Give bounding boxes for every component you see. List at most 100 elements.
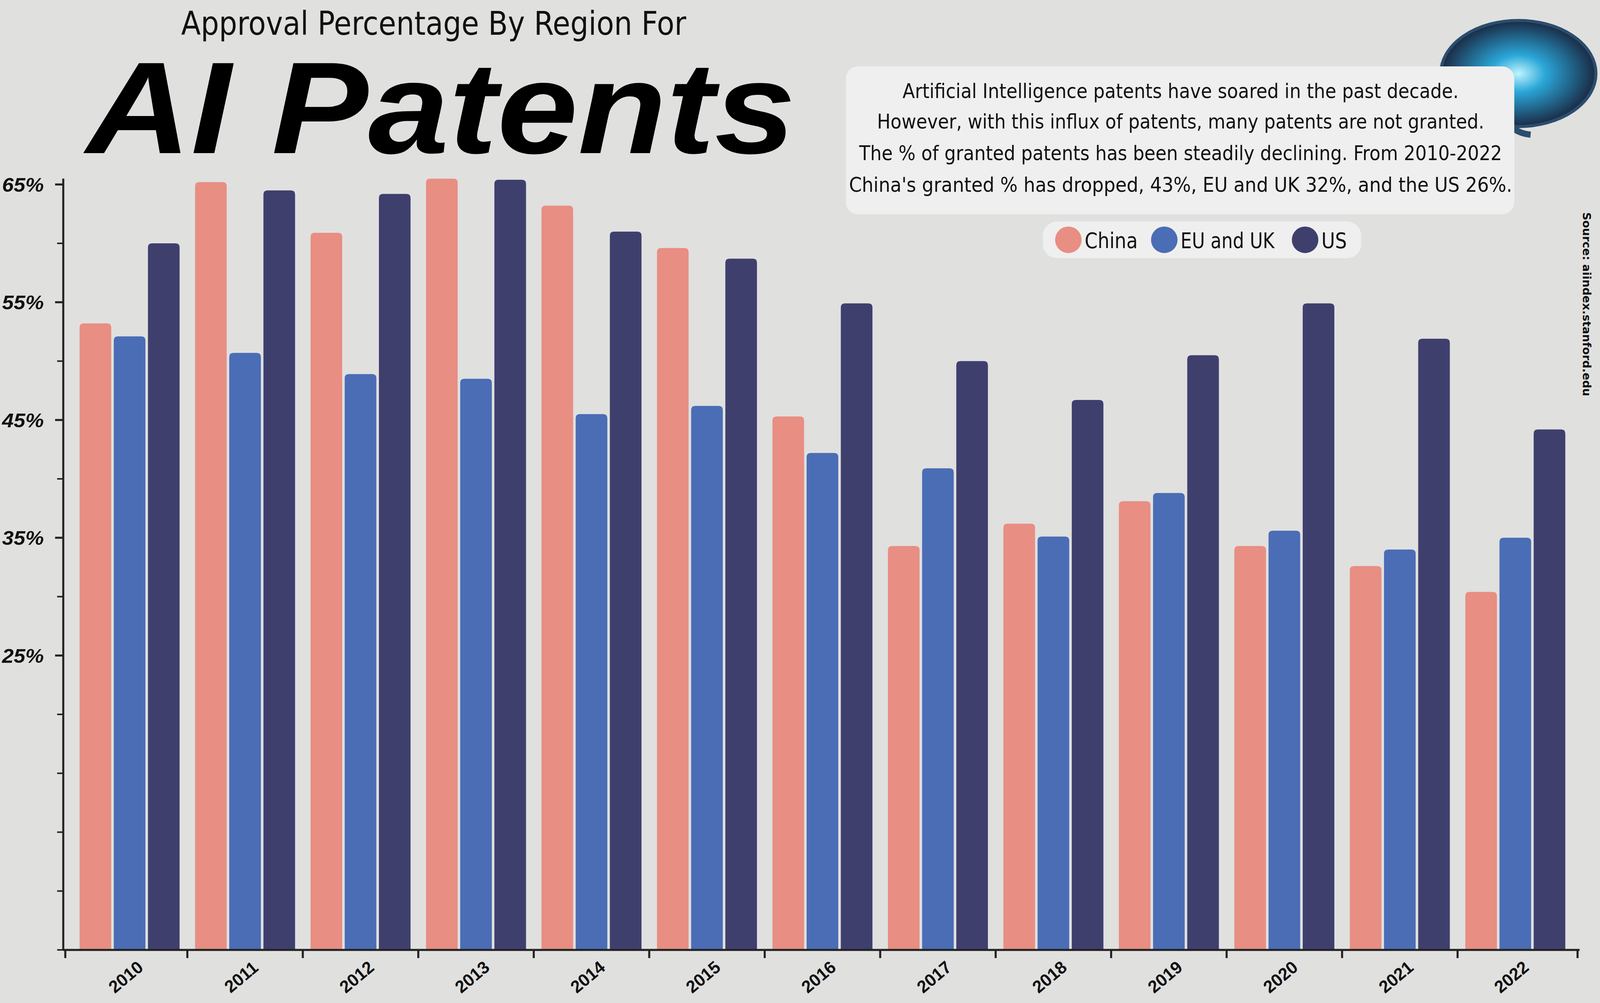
bar	[148, 243, 180, 950]
bar	[1268, 530, 1300, 950]
x-tick-label: 2019	[1144, 957, 1186, 997]
legend-label: China	[1084, 228, 1138, 254]
y-tick-label: 35%	[1, 527, 44, 550]
bar	[494, 179, 527, 950]
x-tick	[64, 950, 67, 959]
bar	[344, 374, 377, 950]
y-axis	[62, 178, 65, 950]
x-tick-label: 2016	[797, 957, 840, 997]
bar	[460, 378, 492, 950]
bar	[575, 414, 608, 950]
legend-swatch	[1291, 226, 1319, 254]
x-tick-label: 2013	[451, 957, 493, 997]
x-tick	[186, 950, 189, 959]
legend-box	[1042, 221, 1362, 259]
bar	[691, 405, 723, 950]
bar	[194, 182, 227, 950]
background	[0, 0, 1600, 1003]
annotation: The % of granted patents has been steadi…	[858, 141, 1503, 165]
x-tick	[1576, 950, 1579, 959]
x-tick-label: 2011	[220, 957, 262, 997]
y-minor-tick	[57, 478, 64, 480]
bar	[1071, 400, 1104, 950]
y-tick	[55, 419, 64, 422]
bar	[725, 258, 758, 950]
y-minor-tick	[57, 949, 64, 951]
x-tick	[417, 950, 420, 959]
bar	[1037, 536, 1070, 950]
x-tick	[1341, 950, 1343, 959]
bar	[956, 361, 988, 951]
chart: Approval Percentage By Region ForAI Pate…	[0, 0, 1600, 1003]
bar	[310, 232, 343, 950]
x-tick	[879, 950, 882, 959]
bar	[1465, 592, 1497, 951]
x-tick	[1456, 950, 1459, 959]
source: Source: aiindex.stanford.edu	[1580, 212, 1594, 397]
y-tick-label: 65%	[1, 174, 44, 197]
bar	[229, 352, 261, 950]
y-minor-tick	[57, 360, 64, 363]
legend-label: EU and UK	[1180, 228, 1275, 254]
bar	[1234, 546, 1267, 950]
x-tick-label: 2021	[1375, 957, 1417, 997]
y-tick-label: 45%	[1, 409, 44, 432]
x-tick-label: 2012	[335, 957, 378, 997]
y-tick-label: 55%	[1, 291, 44, 314]
y-minor-tick	[57, 242, 64, 245]
legend-label: US	[1321, 228, 1347, 254]
y-tick	[55, 301, 64, 304]
bar	[113, 336, 146, 950]
legend-swatch	[1151, 226, 1178, 254]
bar	[263, 190, 295, 950]
annotation: However, with this influx of patents, ma…	[876, 109, 1484, 134]
bar	[657, 248, 689, 950]
x-tick	[532, 950, 535, 959]
bar	[1418, 338, 1450, 950]
bar	[1003, 523, 1036, 950]
y-minor-tick	[57, 772, 64, 775]
bar	[609, 231, 642, 950]
bar	[1153, 492, 1185, 950]
bar	[378, 193, 411, 950]
legend-swatch	[1055, 226, 1082, 254]
x-tick-label: 2020	[1259, 957, 1302, 997]
bar	[1118, 501, 1151, 950]
y-tick	[55, 183, 64, 186]
bar	[1499, 537, 1532, 950]
x-tick-label: 2022	[1490, 957, 1533, 997]
bar	[541, 205, 574, 951]
bar	[887, 546, 920, 950]
bar	[79, 323, 112, 950]
x-tick-label: 2010	[104, 957, 147, 997]
x-tick	[648, 950, 650, 959]
bar	[1350, 566, 1382, 950]
annotation: China's granted % has dropped, 43%, EU a…	[848, 173, 1513, 197]
y-minor-tick	[57, 890, 64, 892]
y-minor-tick	[57, 596, 64, 598]
x-tick	[763, 950, 766, 959]
x-axis	[63, 948, 1580, 951]
annotation: Artificial Intelligence patents have soa…	[902, 79, 1459, 103]
x-tick	[1110, 950, 1113, 959]
x-tick-label: 2014	[566, 957, 609, 997]
bar	[1187, 355, 1219, 950]
bar	[922, 468, 954, 950]
x-tick	[994, 950, 997, 959]
y-tick	[55, 536, 64, 539]
annotation-box	[846, 66, 1515, 215]
x-tick	[301, 950, 304, 959]
bar	[426, 178, 458, 950]
bar	[806, 453, 839, 950]
x-tick-label: 2017	[913, 957, 956, 997]
y-tick-label: 25%	[1, 645, 44, 668]
bar	[840, 303, 873, 950]
bar	[1533, 429, 1566, 950]
y-tick	[55, 654, 64, 657]
x-tick-label: 2015	[682, 957, 724, 997]
x-tick	[1225, 950, 1228, 959]
bar	[1302, 303, 1335, 950]
y-minor-tick	[57, 831, 64, 834]
subtitle: AI Patents	[81, 34, 796, 181]
x-tick-label: 2018	[1028, 957, 1071, 997]
